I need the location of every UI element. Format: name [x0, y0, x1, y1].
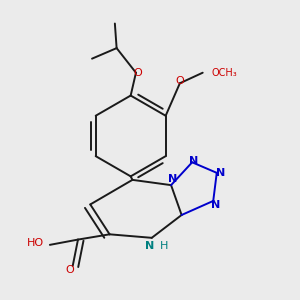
Text: N: N	[168, 174, 178, 184]
Text: O: O	[133, 68, 142, 78]
Text: O: O	[65, 265, 74, 275]
Text: OCH₃: OCH₃	[212, 68, 237, 78]
Text: N: N	[216, 168, 226, 178]
Text: HO: HO	[26, 238, 44, 248]
Text: H: H	[160, 241, 168, 250]
Text: N: N	[212, 200, 221, 210]
Text: N: N	[189, 155, 199, 166]
Text: N: N	[146, 241, 154, 250]
Text: O: O	[176, 76, 184, 86]
